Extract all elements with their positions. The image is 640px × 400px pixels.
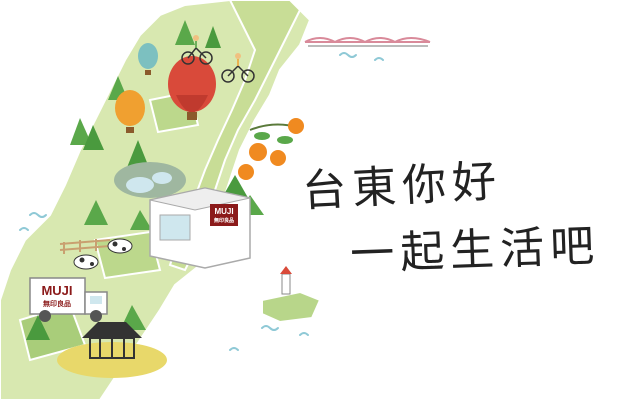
cyclist-icon (181, 35, 213, 65)
store-icon: MUJI 無印良品 (149, 187, 251, 269)
store-sign (210, 204, 238, 226)
truck-sign-brand: MUJI (41, 283, 72, 298)
sea-waves (19, 52, 384, 351)
cow-icon (107, 238, 133, 254)
hot-spring-area (114, 162, 186, 198)
truck-icon: MUJI 無印良品 (29, 277, 108, 322)
headline-line-1: 台東你好 (301, 155, 504, 218)
fence (59, 239, 111, 254)
cow-icon (73, 254, 99, 270)
bridge-icon (304, 37, 431, 47)
hot-air-balloon-icon (138, 43, 158, 75)
pavilion-icon (57, 322, 167, 378)
lighthouse-icon (280, 266, 292, 295)
hot-air-balloon-icon (115, 90, 145, 133)
green-island (261, 290, 322, 324)
store-sign-brand: MUJI (214, 207, 233, 216)
cyclist-icon (221, 53, 255, 83)
truck-sign-subtitle: 無印良品 (43, 299, 71, 308)
orange-tree-icon (238, 118, 304, 180)
store-sign-subtitle: 無印良品 (214, 217, 234, 224)
hot-air-balloon-icon (168, 56, 216, 120)
headline-line-2: 一起生活吧 (349, 220, 601, 281)
